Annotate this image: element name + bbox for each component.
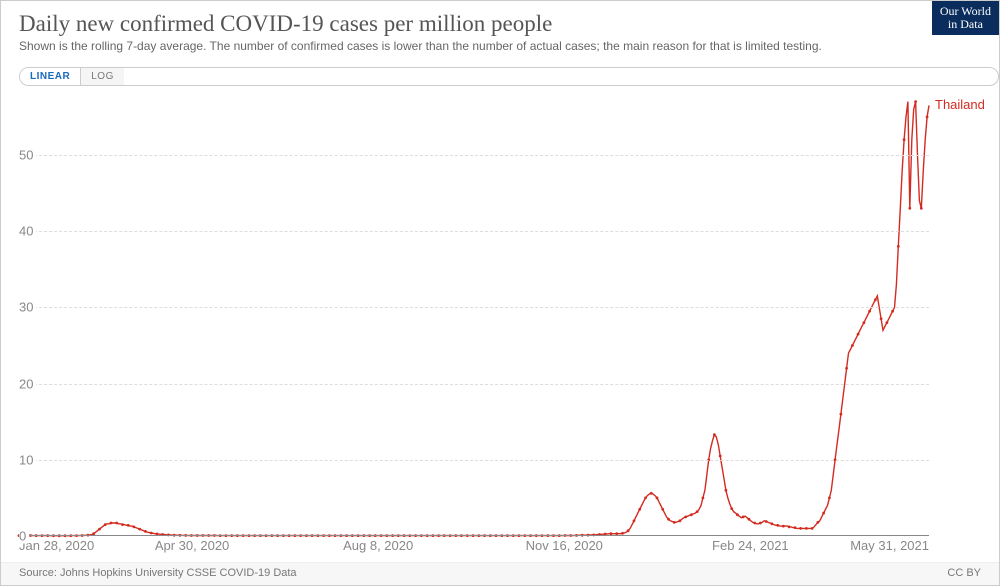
x-tick-label: Feb 24, 2021 bbox=[712, 538, 789, 553]
license-link[interactable]: CC BY bbox=[947, 567, 981, 579]
x-tick-label: Nov 16, 2020 bbox=[526, 538, 603, 553]
logo-line-1: Our World bbox=[940, 4, 991, 18]
log-button[interactable]: LOG bbox=[81, 68, 124, 85]
grid-line bbox=[19, 384, 929, 385]
y-tick-label: 0 bbox=[19, 529, 29, 544]
scale-toggle: LINEAR LOG bbox=[19, 67, 999, 86]
series-line bbox=[19, 102, 929, 536]
chart-title: Daily new confirmed COVID-19 cases per m… bbox=[19, 11, 981, 37]
chart-header: Our World in Data Daily new confirmed CO… bbox=[1, 1, 999, 57]
grid-line bbox=[19, 231, 929, 232]
y-tick-label: 20 bbox=[19, 376, 36, 391]
plot-area: Jan 28, 2020 Apr 30, 2020 Aug 8, 2020 Nov 1… bbox=[19, 94, 929, 558]
y-tick-label: 30 bbox=[19, 300, 36, 315]
chart-card: Our World in Data Daily new confirmed CO… bbox=[0, 0, 1000, 586]
linear-button[interactable]: LINEAR bbox=[20, 68, 81, 85]
x-tick-label: Aug 8, 2020 bbox=[343, 538, 413, 553]
x-axis: Jan 28, 2020Apr 30, 2020Aug 8, 2020Nov 1… bbox=[19, 535, 929, 536]
grid-line bbox=[19, 307, 929, 308]
logo-line-2: in Data bbox=[948, 17, 983, 31]
grid-line bbox=[19, 460, 929, 461]
series-markers bbox=[18, 100, 929, 537]
owid-logo: Our World in Data bbox=[932, 1, 999, 35]
line-chart-svg bbox=[19, 94, 929, 558]
chart-subtitle: Shown is the rolling 7-day average. The … bbox=[19, 39, 981, 53]
grid-line bbox=[19, 155, 929, 156]
chart-footer: Source: Johns Hopkins University CSSE CO… bbox=[1, 562, 999, 585]
x-tick-label: May 31, 2021 bbox=[850, 538, 929, 553]
x-tick-label: Jan 28, 2020 bbox=[19, 538, 94, 553]
x-tick-label: Apr 30, 2020 bbox=[155, 538, 229, 553]
y-tick-label: 50 bbox=[19, 147, 36, 162]
series-label: Thailand bbox=[935, 97, 985, 112]
y-tick-label: 40 bbox=[19, 224, 36, 239]
source-text: Source: Johns Hopkins University CSSE CO… bbox=[19, 567, 297, 579]
y-tick-label: 10 bbox=[19, 452, 36, 467]
